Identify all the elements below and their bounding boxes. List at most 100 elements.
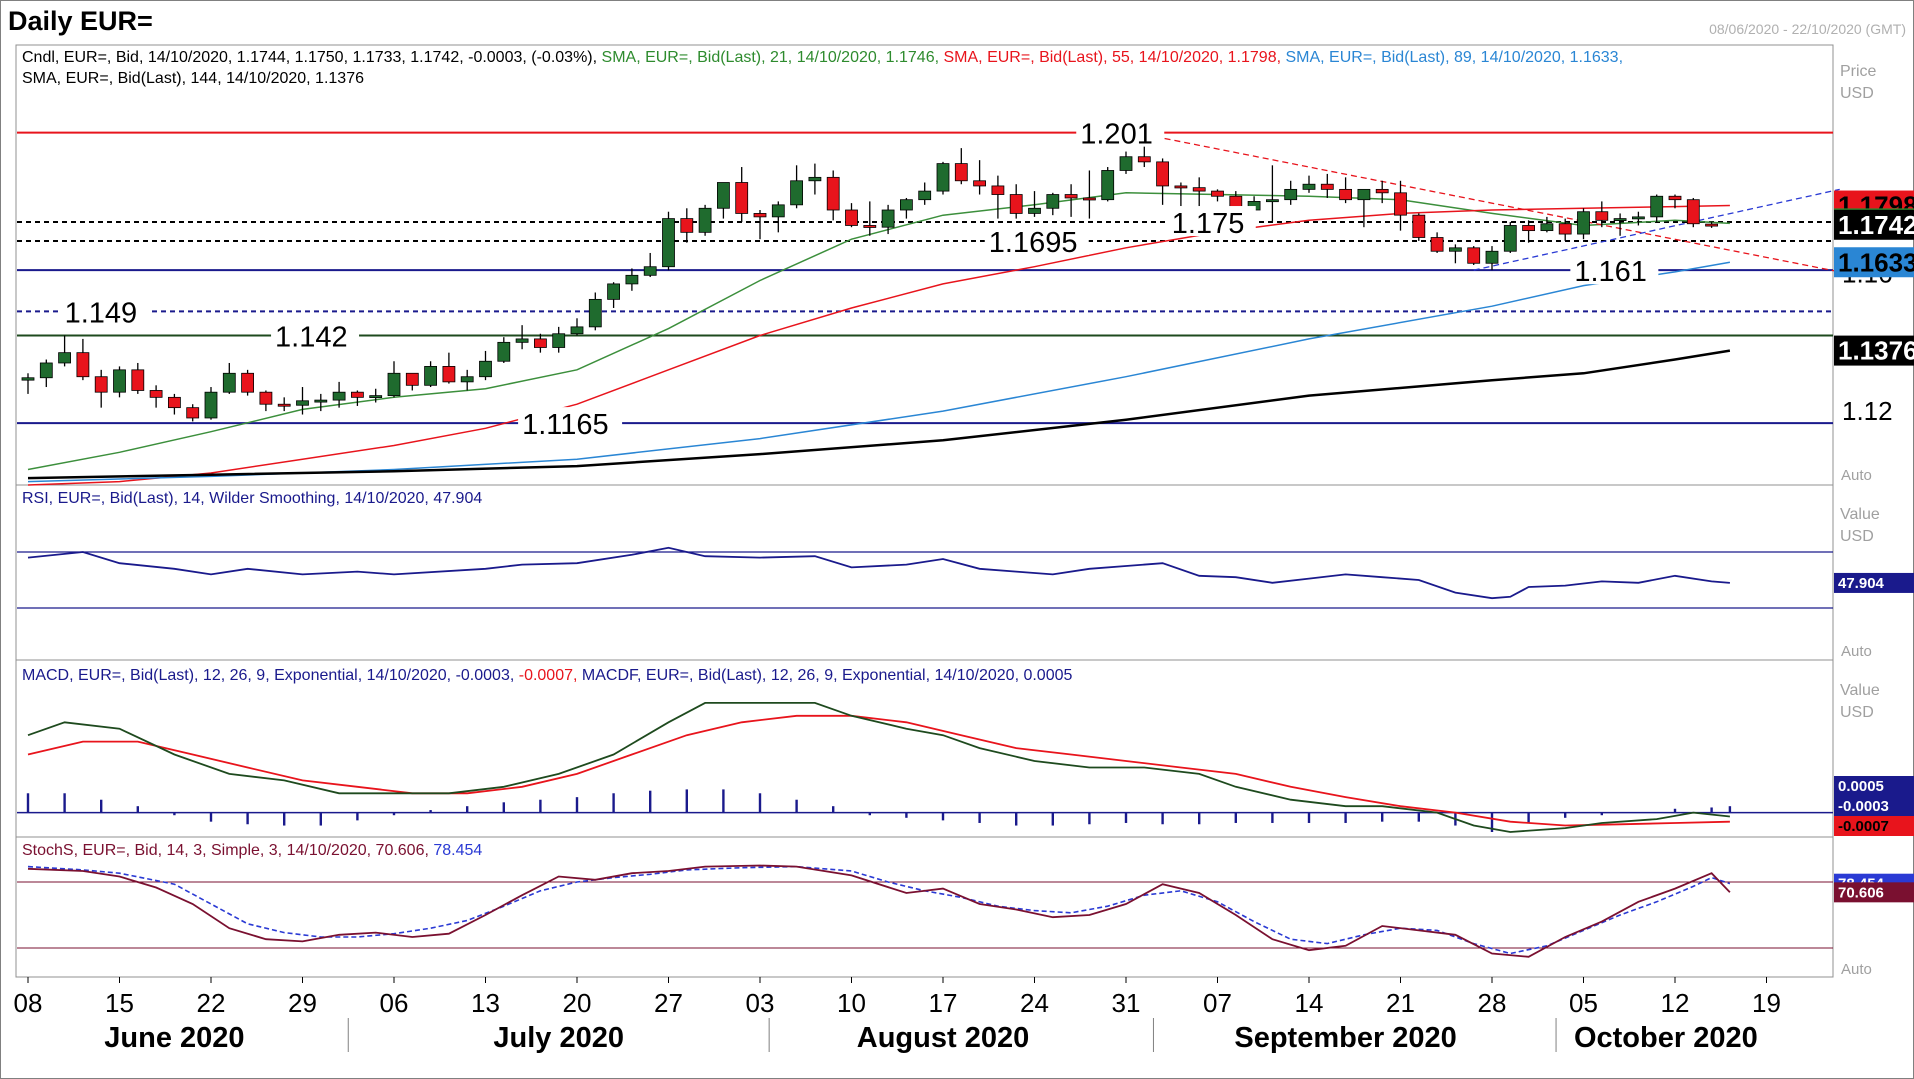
candle-body: [1558, 223, 1572, 235]
macd-axis-unit: USD: [1840, 704, 1874, 721]
candle-body: [1156, 161, 1169, 187]
stoch-badge-bg: [1834, 882, 1914, 903]
x-tick-label: 20: [563, 988, 592, 1018]
month-label: September 2020: [1234, 1022, 1456, 1054]
candle-body: [1174, 185, 1188, 189]
price-auto-scale[interactable]: Auto: [1841, 467, 1872, 484]
candle-body: [1083, 197, 1096, 201]
candle-body: [296, 400, 309, 406]
candle-body: [1668, 195, 1682, 201]
macd-signal-line: [27, 714, 1730, 827]
candle-body: [497, 341, 511, 362]
candle-body: [753, 213, 767, 218]
candle-body: [113, 369, 126, 393]
x-tick-label: 10: [837, 988, 866, 1018]
month-label: June 2020: [104, 1022, 244, 1054]
price-legend-line2: SMA, EUR=, Bid(Last), 144, 14/10/2020, 1…: [22, 70, 364, 87]
level-label: 1.175: [1172, 208, 1245, 240]
price-badge: 1.1633: [1838, 247, 1914, 277]
x-tick-label: 13: [471, 988, 500, 1018]
moving-averages: [27, 192, 1731, 486]
level-label-bg: [60, 295, 149, 326]
value-axis: 1.161.121.17981.17461.17421.16331.137647…: [1834, 190, 1914, 903]
candle-body: [1650, 195, 1664, 218]
stoch-auto-scale[interactable]: Auto: [1841, 961, 1872, 978]
price-legend-line1: Cndl, EUR=, Bid, 14/10/2020, 1.1744, 1.1…: [22, 49, 1623, 66]
candle-body: [424, 366, 438, 386]
x-tick-label: 14: [1295, 988, 1324, 1018]
candle-body: [241, 372, 255, 393]
candle-body: [515, 338, 529, 343]
time-axis: 08 15 22 29 06 13 20 27 03 10 17 24 31 07 14 21 28 05 12 19…: [14, 977, 1781, 1054]
x-tick-label: 05: [1569, 988, 1598, 1018]
rsi-legend: RSI, EUR=, Bid(Last), 14, Wilder Smoothi…: [22, 490, 482, 507]
price-axis-unit: USD: [1840, 85, 1874, 102]
rsi-badge: 47.904: [1838, 575, 1885, 592]
candle-body: [662, 218, 675, 268]
candle-body: [1595, 211, 1609, 221]
candle-body: [76, 352, 90, 378]
level-label-bg: [271, 319, 360, 350]
candle-body: [1046, 194, 1060, 209]
candle-body: [1357, 188, 1371, 201]
level-label-bg: [1570, 254, 1659, 285]
price-levels: [17, 131, 1833, 425]
stoch-lines: [17, 864, 1833, 958]
level-label: 1.161: [1574, 256, 1647, 288]
price-tick-label: 1.12: [1842, 396, 1893, 426]
price-badge-bg: [1834, 335, 1914, 366]
trendlines: [1135, 132, 1840, 273]
candle-body: [1613, 218, 1627, 221]
candle-body: [277, 403, 291, 407]
level-label-bg: [1167, 206, 1256, 237]
rsi-badge-bg: [1834, 572, 1914, 593]
x-tick-label: 22: [197, 988, 226, 1018]
x-tick-label: 28: [1478, 988, 1507, 1018]
level-label: 1.149: [65, 297, 138, 329]
candle-body: [1211, 190, 1224, 197]
candle-body: [735, 182, 749, 214]
rsi-auto-scale[interactable]: Auto: [1841, 643, 1872, 660]
candle-body: [900, 199, 913, 211]
candle-body: [808, 176, 822, 182]
candle-body: [918, 190, 932, 201]
candle-body: [1394, 192, 1407, 216]
x-tick-label: 21: [1386, 988, 1415, 1018]
macd-badge-bg: [1834, 796, 1914, 816]
candle-body: [1449, 247, 1462, 252]
price-badge-bg: [1834, 247, 1914, 278]
sma-line: [27, 204, 1730, 486]
month-label: October 2020: [1574, 1022, 1758, 1054]
candle-body: [570, 326, 584, 335]
candle-body: [607, 283, 620, 300]
price-axis-caption: Price: [1840, 63, 1877, 80]
candle-body: [936, 163, 950, 192]
candle-body: [588, 298, 602, 328]
candle-body: [1540, 223, 1554, 232]
candle-body: [387, 372, 401, 397]
candle-body: [845, 209, 858, 226]
candle-body: [167, 396, 181, 409]
candle-body: [826, 176, 840, 211]
x-tick-label: 03: [746, 988, 775, 1018]
candle-body: [1430, 237, 1444, 252]
sma-line: [27, 349, 1731, 480]
candle-body: [534, 338, 547, 348]
candle-body: [1412, 214, 1426, 238]
candle-body: [552, 333, 566, 348]
macd-badge: -0.0007: [1838, 818, 1889, 835]
candle-body: [881, 209, 895, 228]
macd-badge: 0.0005: [1838, 778, 1884, 795]
candle-body: [1302, 183, 1316, 190]
stoch-legend: StochS, EUR=, Bid, 14, 3, Simple, 3, 14/…: [22, 842, 482, 859]
x-tick-label: 27: [654, 988, 683, 1018]
candle-body: [1192, 187, 1206, 192]
candle-body: [863, 225, 877, 228]
candle-body: [973, 180, 986, 187]
candle-body: [1339, 188, 1352, 201]
candle-body: [1009, 194, 1023, 214]
macd-lines: [17, 702, 1833, 833]
macd-legend: MACD, EUR=, Bid(Last), 12, 26, 9, Expone…: [22, 667, 1073, 684]
candle-body: [771, 204, 785, 218]
